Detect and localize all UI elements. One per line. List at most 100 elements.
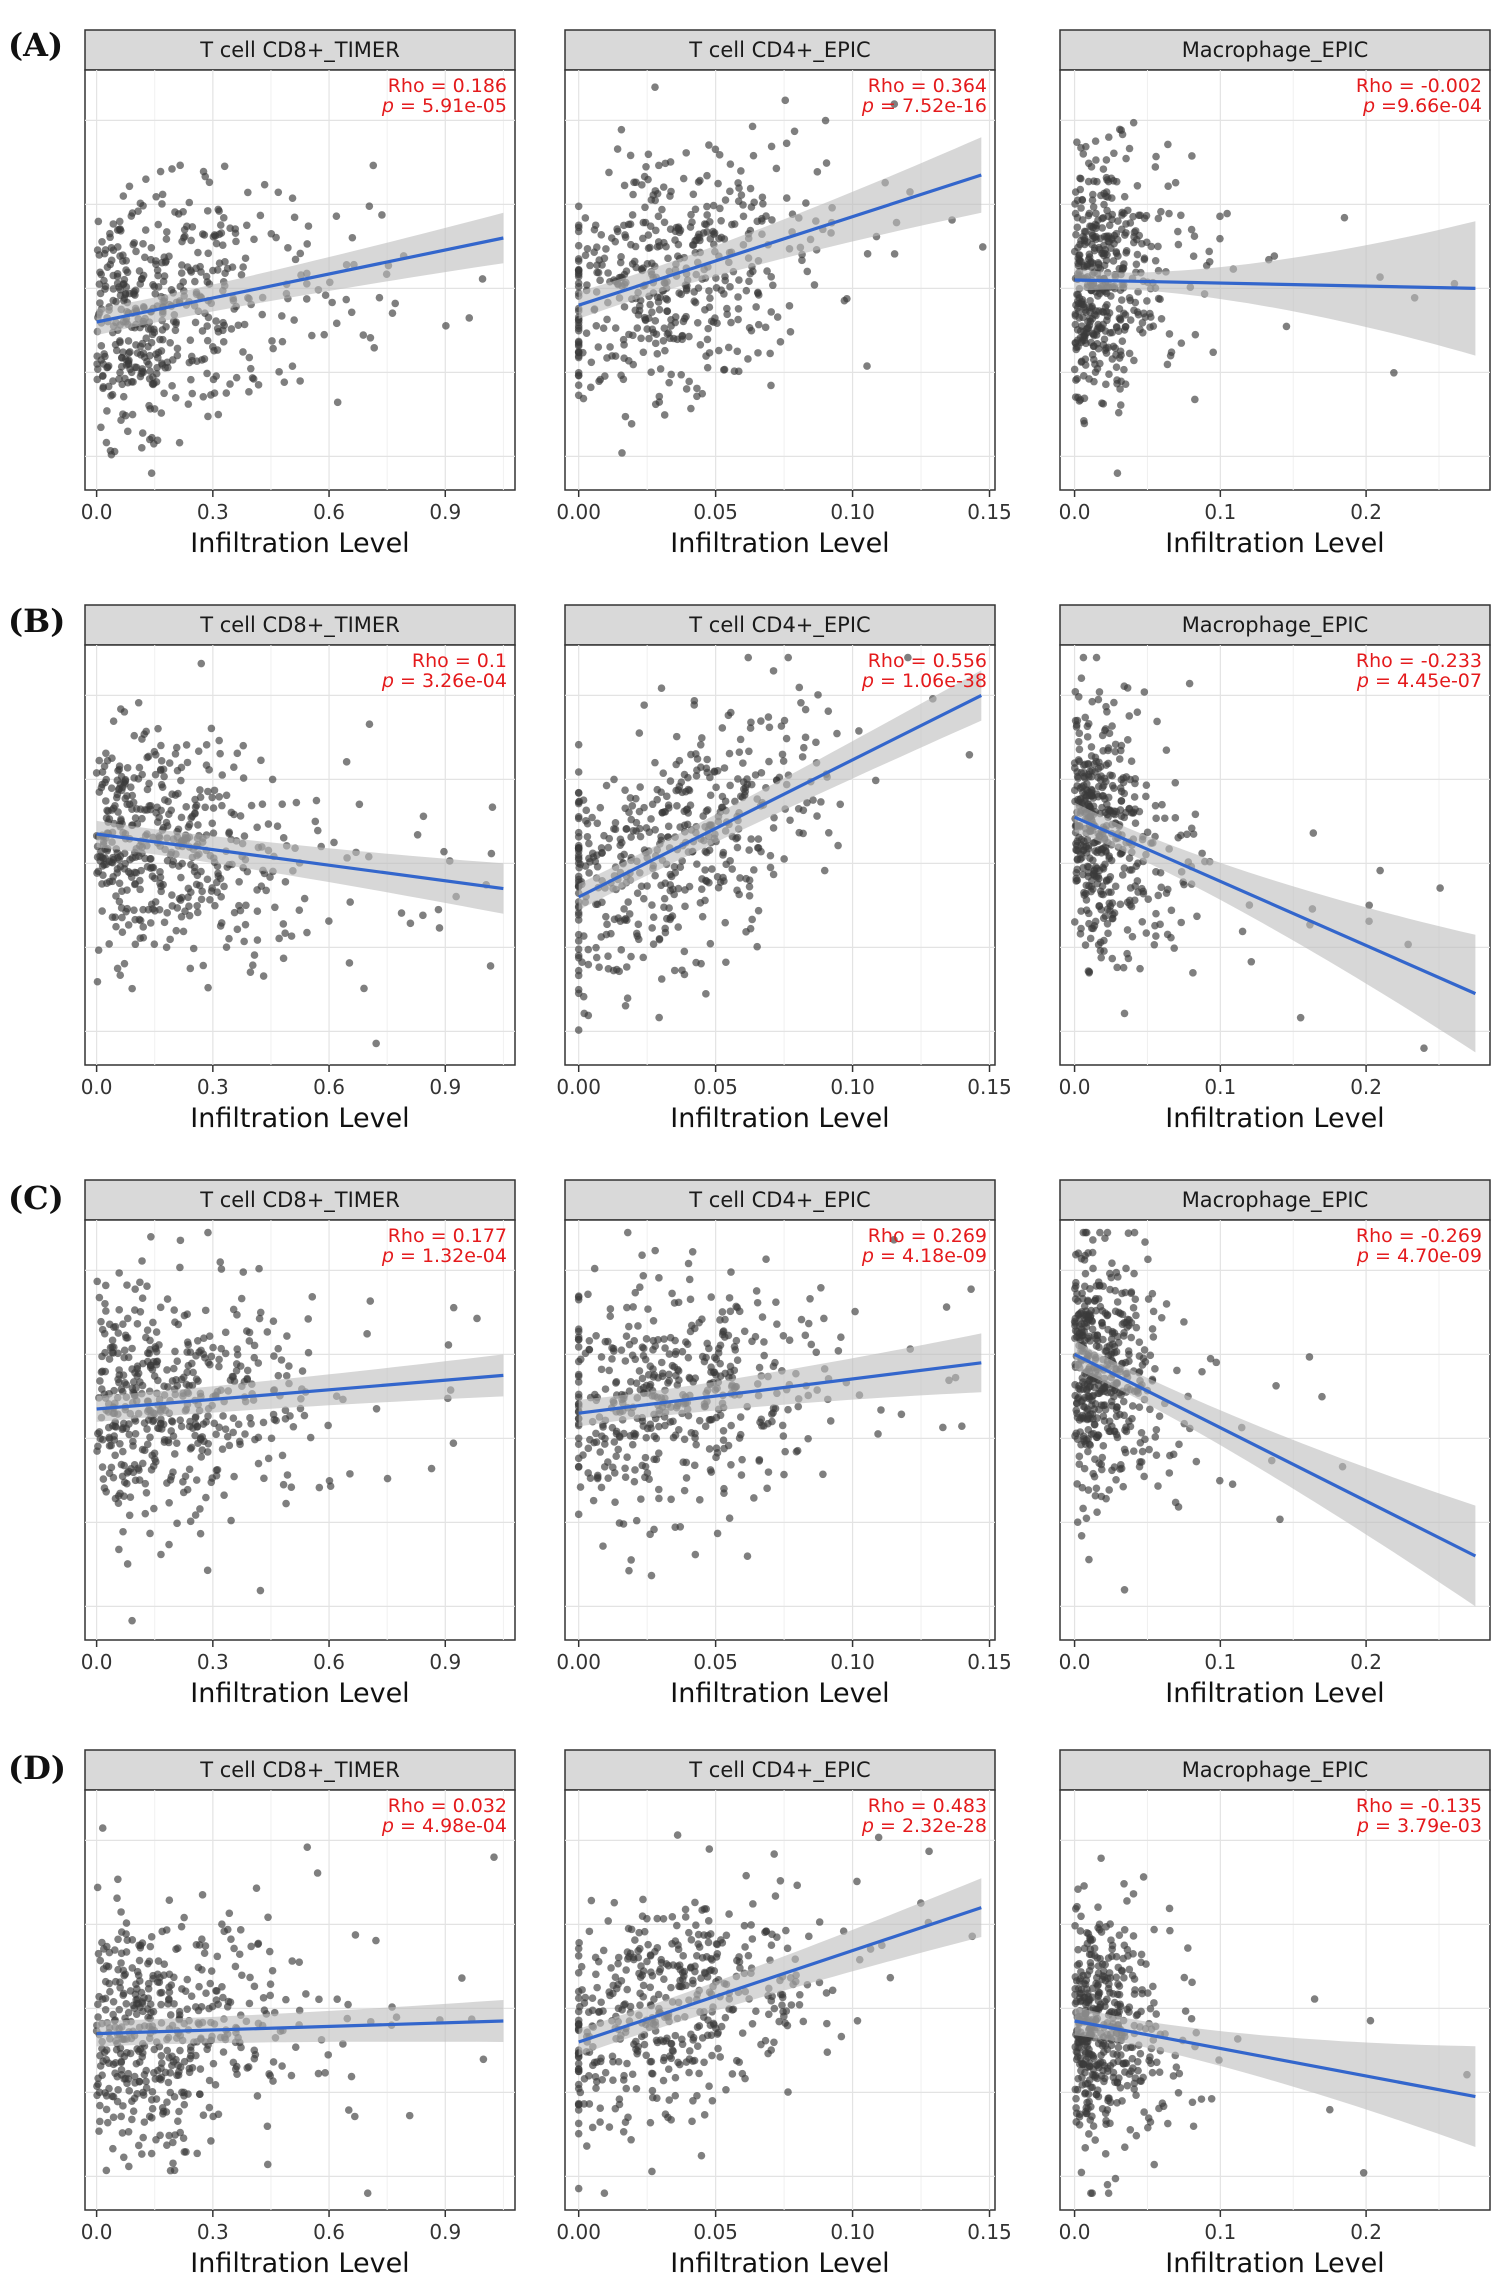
data-point xyxy=(279,954,288,963)
data-point xyxy=(230,810,238,819)
data-point xyxy=(660,1335,668,1343)
data-point xyxy=(168,1377,177,1385)
data-point xyxy=(1120,365,1128,374)
data-point xyxy=(231,1962,240,1971)
data-point xyxy=(110,1343,118,1352)
data-point xyxy=(725,749,734,758)
data-point xyxy=(191,1511,200,1519)
data-point xyxy=(655,935,664,944)
data-point xyxy=(742,874,750,883)
data-point xyxy=(1074,1297,1082,1305)
data-point xyxy=(602,781,611,790)
data-point xyxy=(218,1920,226,1929)
data-point xyxy=(786,328,795,336)
data-point xyxy=(747,718,755,727)
data-point xyxy=(97,423,105,432)
data-point xyxy=(222,389,231,397)
data-point xyxy=(1109,257,1118,265)
data-point xyxy=(623,1303,631,1312)
data-point xyxy=(282,1499,290,1508)
regression-line xyxy=(1074,278,1476,290)
data-point xyxy=(177,813,186,822)
data-point xyxy=(1180,1318,1188,1326)
data-point xyxy=(117,904,126,912)
data-point xyxy=(304,1315,313,1323)
data-point xyxy=(1092,156,1100,164)
data-point xyxy=(757,769,766,777)
data-point xyxy=(183,263,192,271)
data-point xyxy=(695,1496,704,1504)
facet-strip xyxy=(1059,1179,1491,1221)
data-point xyxy=(151,770,160,779)
data-point xyxy=(149,280,157,289)
data-point xyxy=(119,410,127,418)
data-point xyxy=(730,367,739,375)
data-point xyxy=(290,316,298,324)
data-point xyxy=(144,360,153,369)
data-point xyxy=(574,989,583,998)
data-point xyxy=(180,2100,189,2109)
confidence-band xyxy=(96,212,504,336)
data-point xyxy=(1129,1304,1138,1312)
data-point xyxy=(1216,212,1224,221)
data-point xyxy=(684,1411,693,1420)
data-point xyxy=(1165,1469,1174,1477)
data-point xyxy=(641,218,650,227)
data-point xyxy=(225,829,233,838)
data-point xyxy=(1115,1308,1123,1317)
data-point xyxy=(196,1505,204,1513)
data-point xyxy=(1157,883,1166,892)
data-point xyxy=(116,225,124,233)
data-point xyxy=(690,297,699,306)
data-point xyxy=(479,2055,488,2064)
data-point xyxy=(1070,918,1079,926)
data-point xyxy=(1084,211,1093,220)
data-point xyxy=(1142,211,1151,220)
data-point xyxy=(635,729,644,737)
data-point xyxy=(764,1468,773,1476)
data-point xyxy=(111,1451,119,1460)
data-point xyxy=(486,962,495,970)
data-point xyxy=(1129,1447,1138,1455)
data-point xyxy=(605,1366,613,1375)
data-point xyxy=(194,248,202,257)
data-point xyxy=(183,758,192,767)
data-point xyxy=(726,781,734,790)
data-point xyxy=(188,1381,197,1390)
data-point xyxy=(117,362,126,371)
data-point xyxy=(1079,150,1088,158)
data-point xyxy=(136,199,145,208)
data-point xyxy=(165,810,173,819)
data-point xyxy=(1146,323,1154,331)
data-point xyxy=(730,1366,739,1375)
data-point xyxy=(1155,1412,1164,1421)
data-point xyxy=(131,880,139,889)
data-point xyxy=(574,1434,583,1443)
p-symbol: p xyxy=(861,95,880,117)
data-point xyxy=(639,234,647,243)
p-symbol: p xyxy=(1356,670,1375,692)
data-point xyxy=(772,164,781,173)
data-point xyxy=(112,346,121,355)
data-point xyxy=(160,772,168,781)
data-point xyxy=(671,236,679,244)
data-point xyxy=(1174,227,1182,236)
data-point xyxy=(625,330,633,339)
data-point xyxy=(767,273,775,281)
data-point xyxy=(100,276,108,285)
data-point xyxy=(978,243,987,251)
data-point xyxy=(586,261,594,270)
data-point xyxy=(718,792,727,801)
data-point xyxy=(131,814,140,822)
data-point xyxy=(1142,929,1151,937)
data-point xyxy=(650,1455,658,1464)
data-point xyxy=(689,241,698,249)
data-point xyxy=(1104,793,1113,802)
data-point xyxy=(218,771,227,779)
x-tick-label: 0.2 xyxy=(1350,500,1382,524)
data-point xyxy=(440,847,448,856)
data-point xyxy=(220,882,228,891)
data-point xyxy=(1099,746,1107,755)
data-point xyxy=(654,298,663,306)
